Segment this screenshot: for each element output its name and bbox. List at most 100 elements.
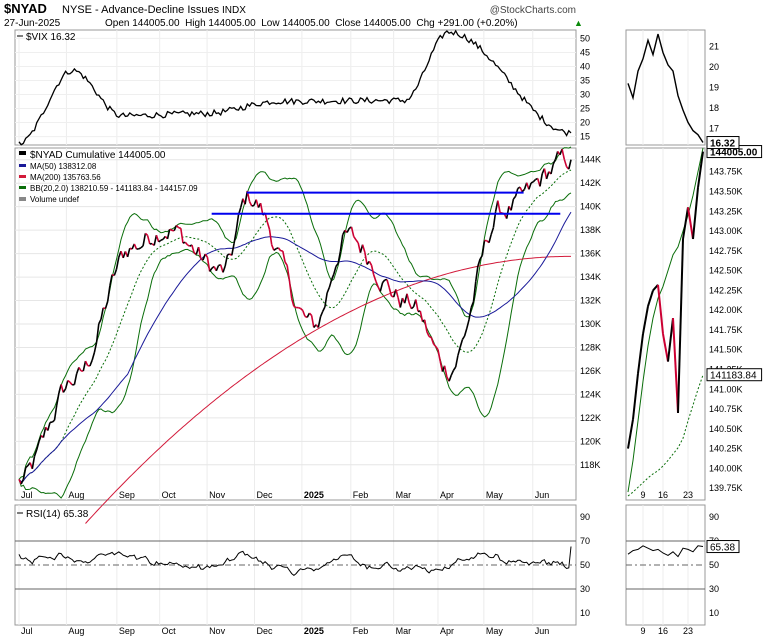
price-segment [381, 279, 386, 284]
x-tick-label: Apr [440, 626, 454, 636]
price-segment [266, 221, 271, 230]
price-segment [370, 265, 375, 275]
price-segment [355, 239, 359, 244]
price-segment [461, 335, 466, 341]
zoom-price-segment [677, 238, 684, 414]
y-tick-label: 136K [580, 249, 601, 259]
y-tick-label: 128K [580, 342, 601, 352]
price-segment [479, 255, 483, 260]
price-segment [521, 188, 525, 193]
price-segment [568, 159, 572, 170]
price-segment [53, 405, 58, 421]
legend-ma50: MA(50) 138312.08 [30, 162, 97, 171]
price-segment [563, 159, 568, 168]
zoom-bb-upper-line [627, 147, 704, 493]
zoom-price-segment [672, 318, 679, 414]
price-segment [293, 305, 297, 309]
price-segment [104, 301, 109, 309]
price-segment [474, 265, 479, 282]
price-segment [197, 246, 202, 259]
x-tick-label: 2025 [304, 626, 324, 636]
price-segment [206, 256, 211, 272]
y-tick-label: 30 [580, 90, 590, 100]
price-segment [505, 206, 510, 219]
price-segment [550, 163, 555, 175]
y-tick-label: 144K [580, 155, 601, 165]
price-segment [224, 254, 229, 267]
x-tick-label: Jul [21, 490, 33, 500]
vix-last-label: 16.32 [710, 139, 735, 150]
price-segment [84, 360, 89, 366]
price-segment [153, 235, 158, 246]
price-segment [62, 388, 67, 393]
y-tick-label: 50 [580, 33, 590, 43]
price-segment [304, 315, 308, 319]
x-tick-label: Feb [353, 490, 369, 500]
x-tick-label: Apr [440, 490, 454, 500]
price-segment [60, 384, 65, 393]
price-segment [215, 265, 220, 272]
y-tick-label: 35 [580, 75, 590, 85]
x-tick-label: Aug [68, 490, 84, 500]
price-segment [423, 319, 428, 332]
price-segment [184, 241, 189, 246]
price-segment [361, 244, 366, 253]
price-segment [510, 198, 515, 211]
price-segment [69, 381, 73, 386]
price-segment [140, 245, 144, 249]
price-segment [490, 227, 495, 235]
zoom-y-tick-label: 10 [709, 608, 719, 618]
main-panel-zoom [625, 147, 706, 501]
zoom-price-segment [682, 207, 689, 240]
price-segment [169, 228, 173, 232]
price-segment [146, 235, 151, 245]
zoom-y-tick-label: 140.00K [709, 463, 743, 473]
zoom-y-tick-label: 143.75K [709, 167, 743, 177]
rsi-line [18, 546, 572, 577]
y-tick-label: 124K [580, 389, 601, 399]
price-segment [472, 281, 477, 302]
price-segment [319, 311, 324, 318]
price-segment [530, 181, 534, 184]
price-segment [222, 265, 226, 273]
exchange-label: NYSE - Advance-Decline Issues [62, 4, 220, 16]
y-tick-label: 142K [580, 178, 601, 188]
zoom-y-tick-label: 142.25K [709, 285, 743, 295]
vix-panel [14, 29, 577, 146]
price-segment [375, 281, 379, 288]
zoom-x-tick-label: 16 [658, 626, 668, 636]
price-segment [270, 244, 275, 251]
price-segment [410, 306, 415, 310]
x-tick-label: Dec [256, 626, 273, 636]
vix-last-box [706, 136, 740, 150]
price-segment [284, 261, 288, 266]
price-segment [191, 244, 195, 253]
price-segment [468, 307, 472, 320]
price-segment [286, 265, 291, 282]
y-tick-label: 45 [580, 47, 590, 57]
price-segment [454, 355, 459, 368]
y-tick-label: 70 [580, 536, 590, 546]
vix-legend: $VIX 16.32 [26, 32, 76, 43]
zoom-y-tick-label: 140.25K [709, 444, 743, 454]
price-segment [543, 168, 548, 180]
zoom-y-tick-label: 141.75K [709, 325, 743, 335]
price-segment [239, 198, 244, 208]
zoom-price-segment [637, 333, 644, 374]
price-segment [337, 251, 342, 264]
zoom-y-tick-label: 19 [709, 83, 719, 93]
price-segment [299, 307, 304, 312]
ma50-line [18, 211, 572, 483]
price-segment [98, 319, 102, 325]
price-segment [91, 352, 96, 361]
price-segment [419, 310, 424, 322]
legend-bb: BB(20,2.0) 138210.59 - 141183.84 - 14415… [30, 184, 198, 193]
price-segment [388, 287, 393, 297]
price-segment [430, 337, 435, 345]
zoom-value-label: 141183.84 [710, 371, 757, 382]
x-tick-label: Sep [119, 626, 135, 636]
zoom-price-segment [687, 207, 694, 240]
price-segment [321, 306, 326, 312]
price-segment [268, 229, 273, 245]
x-tick-label: Feb [353, 626, 369, 636]
